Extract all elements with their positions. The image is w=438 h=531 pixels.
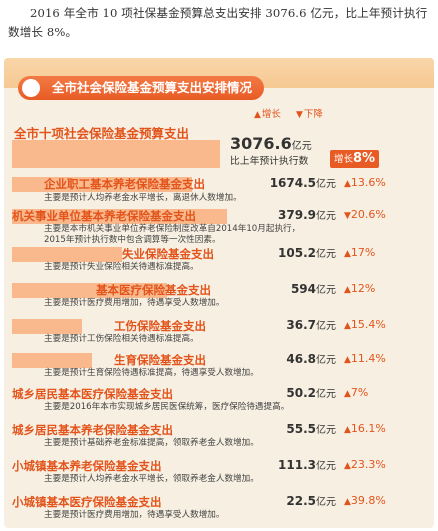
item-note: 主要是预计人均养老金水平增长，领取养老金人数增加。 [44,474,259,484]
total-label: 全市十项社会保险基金预算支出 [14,126,190,141]
item-note: 主要是预计工伤保险相关待遇标准提高。 [44,334,199,344]
item-label: 机关事业单位基本养老保险基金支出 [12,209,196,223]
item-note: 主要是预计基础养老金标准提高，领取养老金人数增加。 [44,438,259,448]
up-triangle-icon: ▲ [344,389,351,399]
legend-down: ▼下降 [296,109,323,120]
panel-title: 全市社会保险基金预算支出安排情况 [52,80,253,95]
item-value: 22.5亿元 [286,494,336,508]
item-change: ▼20.6% [344,208,386,221]
item-change: ▲11.4% [344,352,386,365]
item-value: 50.2亿元 [286,386,336,400]
down-triangle-icon: ▼ [344,211,351,221]
total-bar [12,140,220,168]
item-value: 55.5亿元 [286,422,336,436]
infographic-panel: 全市社会保险基金预算支出安排情况 ▲增长 ▼下降 全市十项社会保险基金预算支出 … [4,58,434,528]
item-change: ▲16.1% [344,422,386,435]
panel-title-banner: 全市社会保险基金预算支出安排情况 [18,76,265,100]
item-note: 主要是预计医疗费用增加，待遇享受人数增加。 [44,510,225,520]
item-value: 111.3亿元 [278,458,336,472]
item-bar [12,247,122,262]
item-value: 46.8亿元 [286,352,336,366]
item-label: 企业职工基本养老保险基金支出 [44,177,205,191]
total-value: 3076.6亿元 [230,134,312,153]
up-triangle-icon: ▲ [254,110,261,120]
item-label: 城乡居民基本医疗保险基金支出 [12,387,173,401]
item-change: ▲39.8% [344,494,386,507]
item-note: 主要是预计医疗费用增加，待遇享受人数增加。 [44,298,225,308]
item-change: ▲23.3% [344,458,386,471]
item-label: 生育保险基金支出 [114,353,206,367]
item-bar [12,177,192,192]
total-subtext: 比上年预计执行数 [230,156,309,167]
item-value: 105.2亿元 [278,246,336,260]
item-change: ▲7% [344,386,369,399]
item-note: 主要是2016年本市实现城乡居民医保统筹，医疗保险待遇提高。 [44,402,290,412]
bullet-icon [22,79,40,97]
item-note: 主要是本市机关事业单位养老保险制度改革自2014年10月起执行， 2015年预计… [44,224,301,245]
up-triangle-icon: ▲ [344,461,351,471]
item-label: 失业保险基金支出 [122,247,214,261]
up-triangle-icon: ▲ [344,285,351,295]
item-value: 1674.5亿元 [269,176,336,190]
up-triangle-icon: ▲ [344,355,351,365]
total-change-badge: 增长8% [330,150,380,168]
item-change: ▲13.6% [344,176,386,189]
item-note: 主要是预计生育保险待遇标准提高，待遇享受人数增加。 [44,368,259,378]
up-triangle-icon: ▲ [344,249,351,259]
up-triangle-icon: ▲ [344,425,351,435]
item-bar [12,209,227,224]
item-label: 基本医疗保险基金支出 [96,283,211,297]
up-triangle-icon: ▲ [344,179,351,189]
item-label: 小城镇基本养老保险基金支出 [12,459,162,473]
up-triangle-icon: ▲ [344,321,351,331]
item-label: 小城镇基本医疗保险基金支出 [12,495,162,509]
intro-paragraph: 2016 年全市 10 项社保基金预算总支出安排 3076.6 亿元，比上年预计… [8,6,428,39]
item-bar [12,353,92,368]
item-value: 379.9亿元 [278,208,336,222]
item-value: 36.7亿元 [286,318,336,332]
item-label: 工伤保险基金支出 [114,319,206,333]
item-change: ▲17% [344,246,376,259]
item-change: ▲15.4% [344,318,386,331]
item-note: 主要是预计失业保险相关待遇标准提高。 [44,262,199,272]
legend-up: ▲增长 [254,109,281,120]
down-triangle-icon: ▼ [296,110,303,120]
up-triangle-icon: ▲ [344,497,351,507]
item-change: ▲12% [344,282,376,295]
item-note: 主要是预计人均养老金水平增长，离退休人数增加。 [44,193,242,203]
item-label: 城乡居民基本养老保险基金支出 [12,423,173,437]
item-bar [12,283,167,298]
item-bar [12,319,82,334]
item-value: 594亿元 [290,282,336,296]
